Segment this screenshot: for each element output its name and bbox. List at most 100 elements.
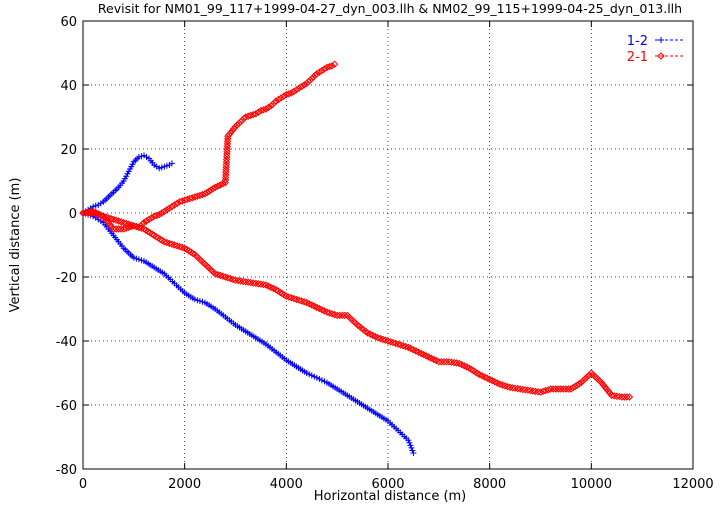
data-point xyxy=(618,393,626,401)
data-point xyxy=(336,311,344,320)
data-point xyxy=(257,280,265,288)
legend-marker xyxy=(658,37,664,43)
data-point xyxy=(145,215,153,224)
data-point xyxy=(341,311,349,320)
data-point xyxy=(161,163,168,170)
data-point xyxy=(333,311,341,320)
data-point xyxy=(297,82,306,91)
data-point xyxy=(160,207,169,216)
data-point xyxy=(325,62,334,71)
data-point xyxy=(130,254,137,261)
y-tick-label: 40 xyxy=(60,79,77,94)
y-tick-label: 60 xyxy=(60,15,77,30)
data-point xyxy=(581,375,589,383)
chart-title: Revisit for NM01_99_117+1999-04-27_dyn_0… xyxy=(98,1,682,16)
data-point xyxy=(259,280,268,289)
data-point xyxy=(579,376,587,385)
data-point xyxy=(450,358,458,367)
data-point xyxy=(84,209,92,217)
data-point xyxy=(239,277,247,286)
data-point xyxy=(244,278,252,286)
data-point xyxy=(408,444,415,451)
x-axis-label: Horizontal distance (m) xyxy=(314,489,467,504)
data-point xyxy=(133,255,140,262)
data-point xyxy=(241,278,250,286)
data-point xyxy=(303,370,310,376)
data-point xyxy=(437,358,446,366)
data-point xyxy=(158,209,166,217)
legend-label: 2-1 xyxy=(627,50,648,65)
data-point xyxy=(549,385,557,393)
data-point xyxy=(231,276,240,284)
data-point xyxy=(316,376,323,382)
data-point xyxy=(447,358,456,366)
data-point xyxy=(318,66,326,75)
data-point xyxy=(272,97,280,105)
data-point xyxy=(216,181,224,189)
data-point xyxy=(138,153,145,160)
data-point xyxy=(259,106,268,114)
data-point xyxy=(196,298,203,304)
data-point xyxy=(315,68,324,76)
data-point xyxy=(557,385,565,393)
legend-marker xyxy=(657,52,665,60)
data-point xyxy=(610,392,618,400)
data-point xyxy=(214,182,222,190)
data-point xyxy=(615,392,623,401)
axes: 0 2000 4000 6000 8000 10000 12000 -80 -60 -40 -20 0… xyxy=(56,15,714,492)
data-point xyxy=(407,442,414,449)
y-tick-label: -20 xyxy=(56,271,77,286)
data-point xyxy=(135,256,142,263)
data-point xyxy=(440,358,448,366)
data-point xyxy=(147,214,156,222)
data-point xyxy=(526,386,535,395)
legend: 1-22-1 xyxy=(627,34,683,65)
data-point xyxy=(506,383,514,392)
data-point xyxy=(165,204,174,212)
data-point xyxy=(252,279,260,288)
data-point xyxy=(405,437,412,444)
data-point xyxy=(264,103,273,112)
data-point xyxy=(270,98,279,107)
data-point xyxy=(247,278,255,287)
data-point xyxy=(406,439,413,446)
data-point xyxy=(209,184,217,193)
data-point xyxy=(313,70,321,78)
data-point xyxy=(199,298,206,305)
data-point xyxy=(313,374,320,381)
data-point xyxy=(445,358,453,366)
data-point xyxy=(230,125,238,133)
data-point xyxy=(228,127,236,135)
data-point xyxy=(442,358,451,366)
data-point xyxy=(575,380,583,388)
data-point xyxy=(287,89,296,97)
data-point xyxy=(290,87,298,96)
data-point xyxy=(277,94,285,102)
series-layer xyxy=(79,60,634,456)
data-point xyxy=(135,154,142,160)
data-point xyxy=(519,385,527,394)
data-point xyxy=(452,359,461,367)
data-point xyxy=(163,206,171,214)
x-tick-label: 12000 xyxy=(672,477,713,492)
data-point xyxy=(607,391,616,400)
data-point xyxy=(194,297,201,304)
data-point xyxy=(516,385,524,393)
data-point xyxy=(249,279,257,287)
data-point xyxy=(409,447,416,454)
data-point xyxy=(552,385,560,393)
data-point xyxy=(311,71,319,80)
data-point xyxy=(623,393,631,401)
data-point xyxy=(328,62,336,70)
data-point xyxy=(109,225,118,233)
x-tick-label: 0 xyxy=(79,477,87,492)
x-tick-label: 8000 xyxy=(473,477,506,492)
data-point xyxy=(173,199,181,208)
data-point xyxy=(252,110,260,118)
data-point xyxy=(191,296,198,303)
data-point xyxy=(155,210,163,219)
data-point xyxy=(292,86,301,94)
data-point xyxy=(226,129,235,137)
data-point xyxy=(559,385,568,393)
